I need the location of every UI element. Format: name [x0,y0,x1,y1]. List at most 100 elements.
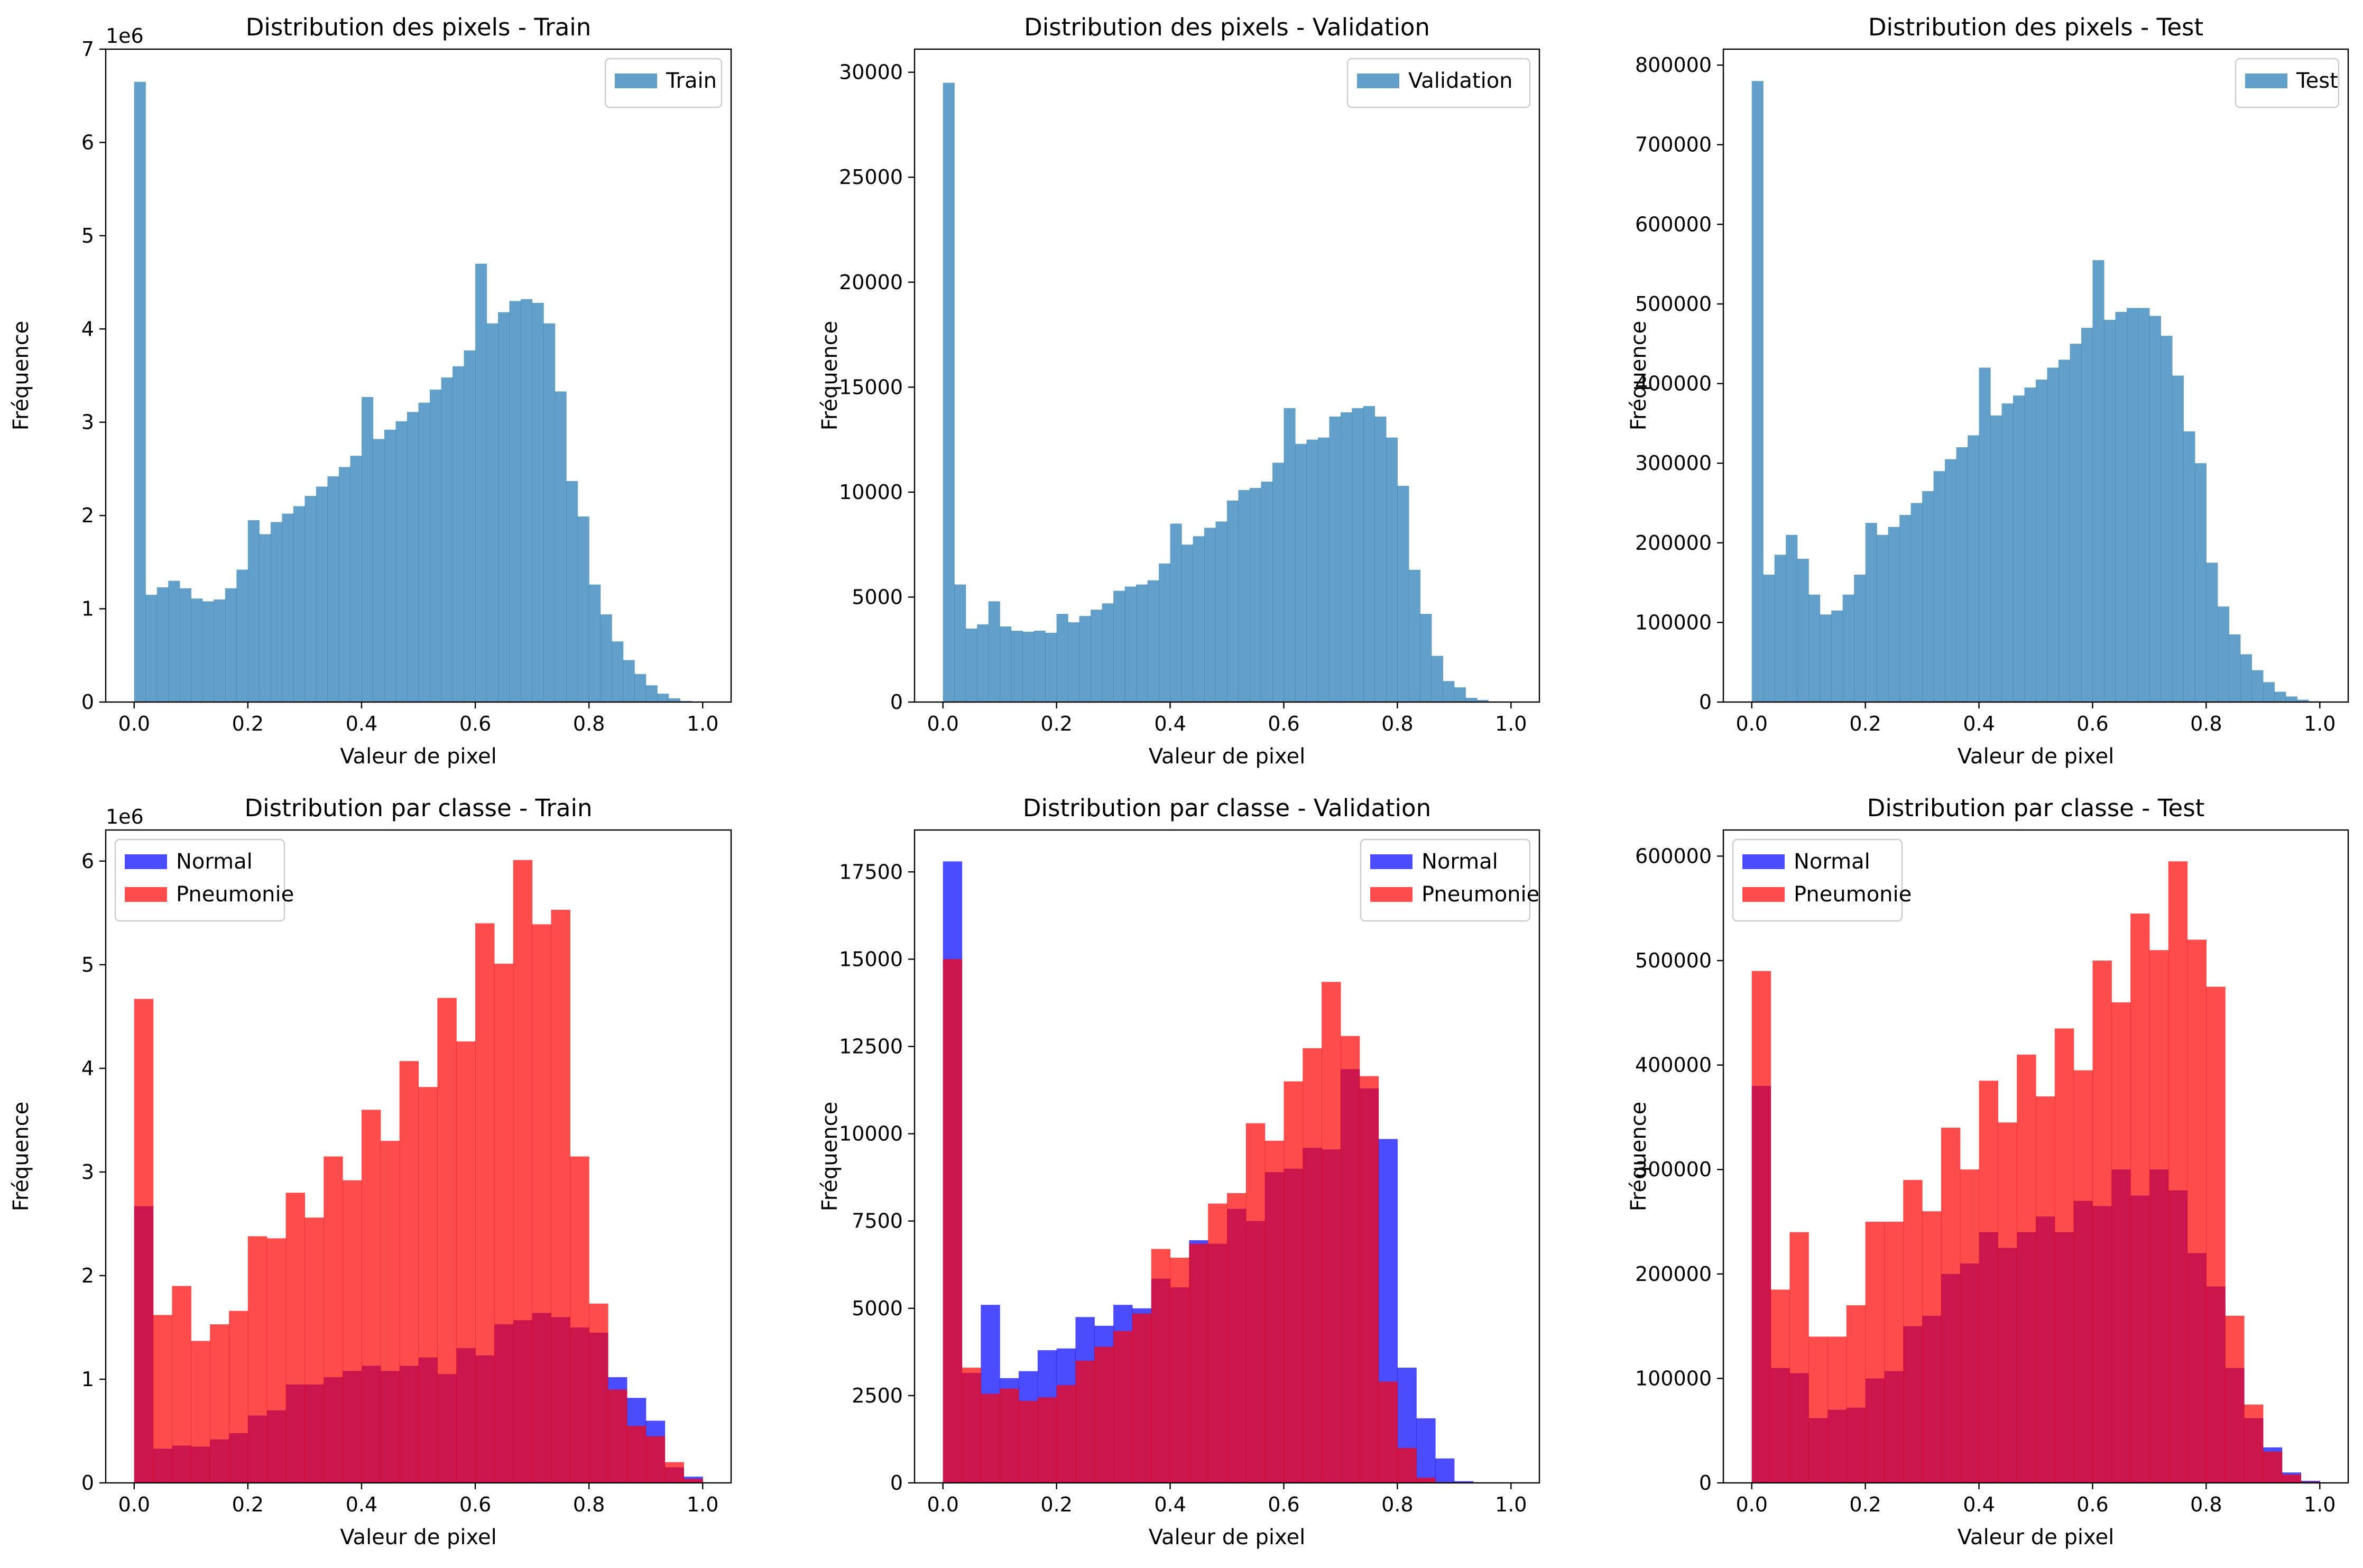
x-axis-label: Valeur de pixel [1149,1525,1305,1549]
legend-swatch [1370,887,1413,902]
bar [1340,412,1352,702]
bar [1435,1458,1455,1483]
bar [1397,485,1409,702]
bar [2274,691,2286,702]
x-tick-label: 0.0 [927,1493,959,1516]
y-tick-label: 300000 [1635,451,1712,475]
bar [1136,584,1148,702]
bar [437,998,457,1483]
y-axis-label: Fréquence [818,321,842,431]
x-axis-label: Valeur de pixel [340,1525,496,1549]
legend-label: Pneumonie [1794,882,1912,907]
bar [1000,1388,1019,1483]
bar [634,674,647,702]
bar [2054,1028,2074,1483]
y-tick-label: 4 [81,317,94,340]
bar [1317,437,1330,702]
x-tick-label: 0.4 [1963,1493,1995,1516]
y-axis-label: Fréquence [9,1102,33,1212]
bar [361,1110,381,1483]
bar [2187,939,2207,1483]
bar [1215,521,1227,702]
bar [965,629,977,702]
y-tick-label: 6 [81,131,94,154]
bar [225,588,237,702]
bar [2251,670,2264,702]
bar [430,389,442,702]
bar [156,587,169,702]
bar [1420,614,1432,702]
series-test [1751,81,2320,703]
x-tick-label: 0.6 [2076,712,2108,735]
legend: Train [604,58,723,108]
legend: Normal Pneumonie [1360,838,1539,922]
bar [270,522,282,702]
chart-title: Distribution par classe - Validation [1023,794,1431,822]
bar [304,496,317,702]
bar [247,1236,267,1483]
bar [1956,447,1968,702]
bar [418,1087,438,1483]
bar [1910,503,1923,702]
bar [407,412,419,702]
bar [657,694,669,702]
chart-panel: 0.0 0.2 0.4 0.6 0.8 1.0 0 100000 200000 300000 400… [1627,794,2349,1549]
legend-label: Train [666,69,717,93]
bar [464,350,476,702]
bar [259,534,271,702]
bar [2036,380,2048,702]
bar [418,402,430,702]
x-tick-label: 0.2 [1849,712,1881,735]
chart-title: Distribution des pixels - Train [246,13,592,41]
x-axis-label: Valeur de pixel [1958,1525,2114,1549]
legend-swatch [125,887,167,902]
bar [513,860,533,1483]
y-tick-label: 30000 [839,61,903,84]
plot-frame [105,829,732,1484]
x-tick-label: 0.8 [2190,1493,2222,1516]
bar [1877,534,1889,702]
x-tick-label: 0.6 [1268,712,1299,735]
bar [1979,367,1991,702]
bar [589,1303,608,1483]
legend-box [1346,58,1531,108]
bar [2172,375,2184,702]
chart-title: Distribution des pixels - Test [1868,13,2203,41]
bar [1189,1243,1208,1483]
bar [1208,1203,1227,1483]
bar [134,81,146,702]
bar [668,698,680,702]
chart-title: Distribution par classe - Test [1867,794,2205,822]
x-axis-label: Valeur de pixel [1958,744,2114,769]
bar [1159,563,1171,702]
plot-frame [105,48,732,703]
bar [1227,1193,1247,1483]
bar [2297,699,2309,702]
bar [1408,569,1420,702]
bar [1264,1140,1285,1483]
bar [1846,1305,1866,1483]
y-tick-label: 4 [81,1057,94,1080]
x-tick-label: 0.6 [1268,1493,1299,1516]
bar [1454,1481,1474,1483]
y-tick-label: 400000 [1635,372,1712,395]
bar [954,584,966,702]
legend: Validation [1346,58,1531,108]
bar [285,1193,306,1483]
bar [1170,523,1182,702]
bar [145,595,158,702]
bar [1770,1289,1790,1483]
y-offset-label: 1e6 [106,805,144,828]
bar [1960,1169,1980,1483]
bar [566,481,578,702]
x-tick-label: 0.8 [573,712,605,735]
legend-swatch [615,73,657,88]
bar [607,1389,627,1483]
bar [1827,1336,1847,1483]
y-tick-label: 100000 [1635,611,1712,634]
y-tick-label: 17500 [839,860,903,883]
y-tick-label: 0 [1699,1471,1712,1495]
bar [266,1238,287,1483]
x-tick-label: 0.0 [118,712,150,735]
